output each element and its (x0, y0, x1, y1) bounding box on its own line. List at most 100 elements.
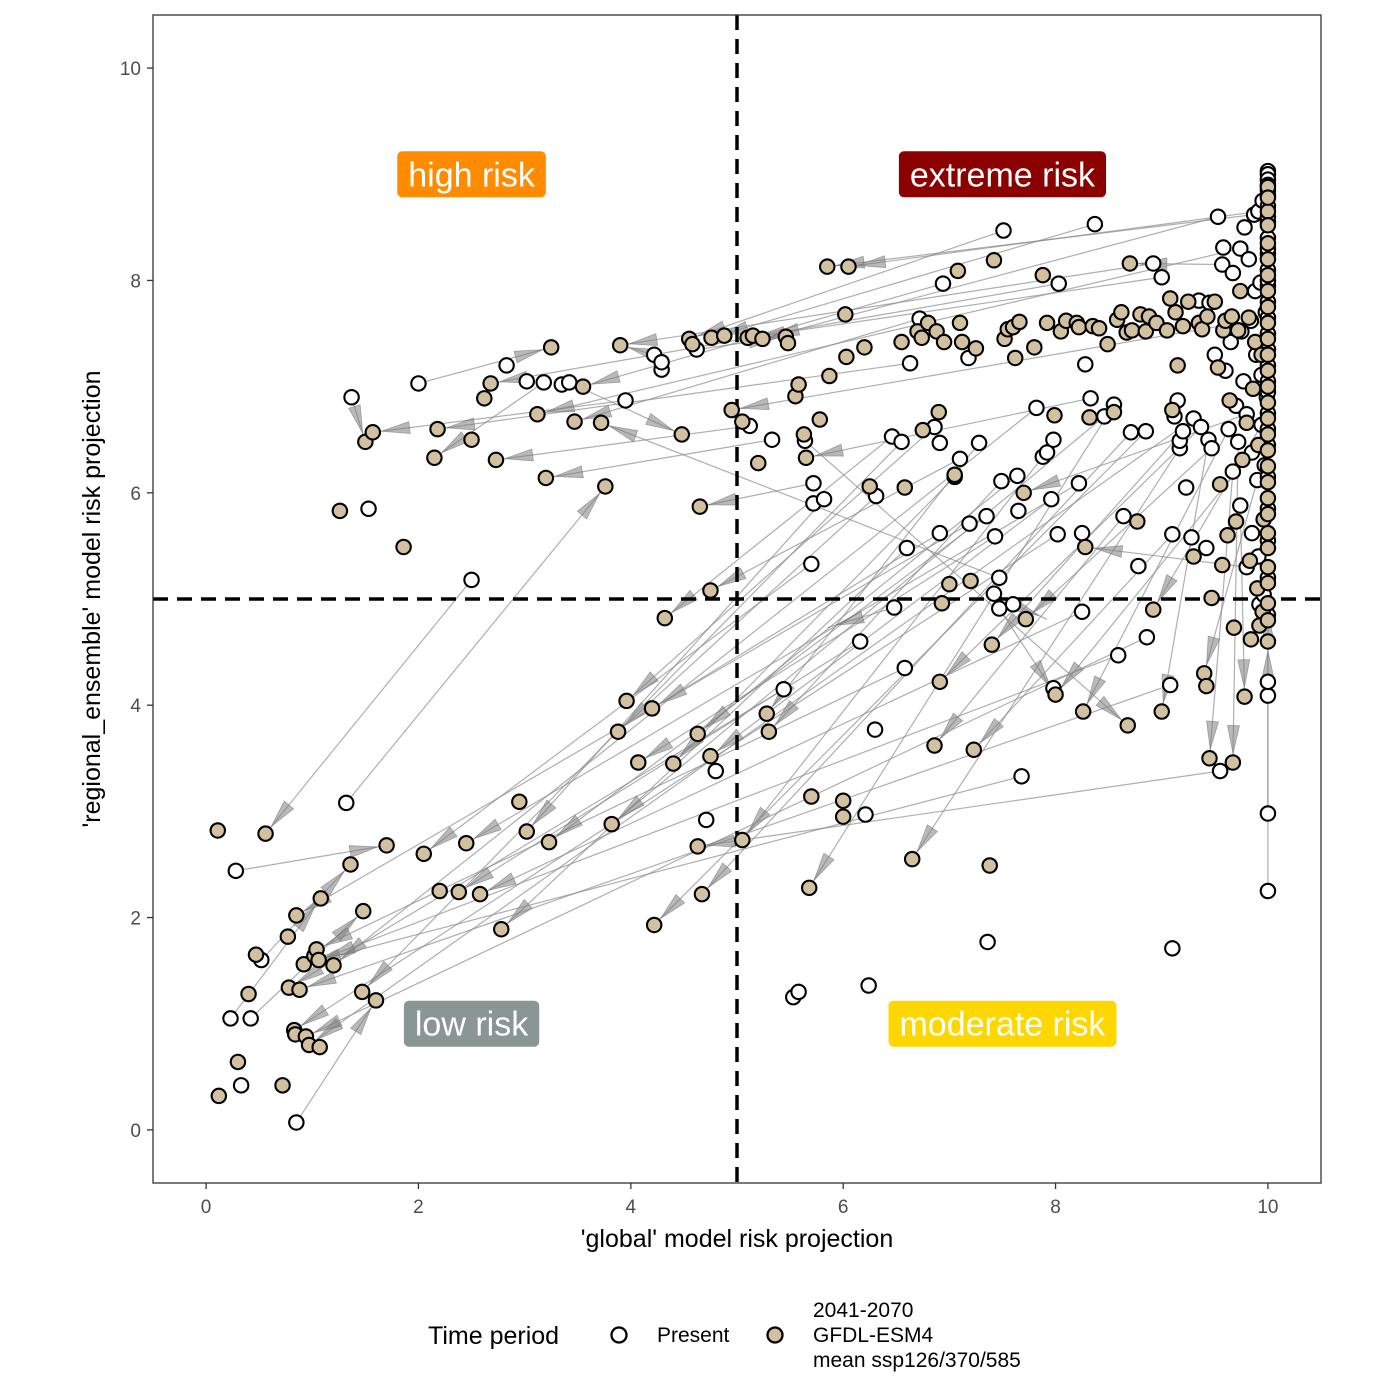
arrow-head (466, 866, 494, 888)
point-future (592, 414, 610, 431)
point-future (1137, 323, 1155, 340)
point-future (1185, 548, 1202, 565)
arrow-shaft (637, 535, 996, 764)
change-arrow (651, 532, 941, 709)
point-future (933, 594, 951, 612)
point-future (537, 469, 555, 487)
point-present (653, 353, 670, 371)
point-future (518, 823, 536, 840)
y-tick-label: 4 (130, 696, 141, 717)
point-future (1242, 631, 1260, 648)
point-present (931, 434, 949, 452)
arrow-shaft (939, 426, 1202, 683)
quadrant-label-box (403, 1000, 540, 1047)
point-present (1164, 525, 1181, 543)
change-arrow (1226, 441, 1240, 763)
point-future (840, 258, 857, 275)
point-present (1010, 502, 1027, 520)
arrow-head (1206, 720, 1220, 750)
point-present (986, 528, 1004, 545)
point-future (1259, 378, 1277, 395)
point-future (967, 340, 985, 357)
change-arrow (418, 346, 552, 385)
point-future (962, 572, 979, 590)
change-arrow (637, 535, 996, 764)
point-future (1121, 255, 1139, 272)
point-future (926, 737, 943, 754)
point-future (257, 825, 274, 842)
point-future (463, 431, 480, 448)
point-present (1130, 557, 1147, 575)
point-future (903, 850, 921, 868)
y-axis-title: 'regional_ensemble' model risk projectio… (78, 370, 106, 827)
point-present (1211, 762, 1229, 780)
legend-label-future-line3: mean ssp126/370/585 (813, 1349, 1021, 1372)
point-future (1105, 403, 1123, 421)
arrow-head (555, 814, 583, 838)
point-future (311, 1038, 328, 1056)
point-future (779, 334, 797, 352)
arrow-head (1237, 659, 1251, 688)
point-future (951, 314, 969, 332)
quadrant-label-text: extreme risk (910, 156, 1096, 194)
change-arrow (345, 486, 606, 804)
point-present (498, 357, 515, 374)
point-future (985, 252, 1003, 269)
arrow-head (532, 799, 557, 826)
quadrant-label-text: low risk (415, 1006, 529, 1044)
arrow-head (740, 397, 770, 411)
point-present (851, 633, 869, 650)
point-future (645, 916, 663, 934)
change-arrow (1025, 447, 1213, 620)
point-present (1203, 439, 1220, 457)
point-future (288, 907, 305, 924)
x-tick-label: 2 (413, 1197, 424, 1218)
point-present (790, 983, 807, 1001)
arrow-shaft (689, 229, 1004, 340)
point-future (1259, 298, 1277, 316)
point-present (860, 977, 877, 994)
point-future (566, 413, 583, 430)
point-present (1224, 264, 1242, 282)
point-present (1177, 479, 1195, 496)
point-future (914, 421, 932, 439)
arrow-head (704, 705, 731, 729)
point-present (410, 375, 427, 392)
point-future (367, 992, 385, 1009)
change-arrow (372, 399, 626, 435)
point-future (693, 885, 711, 903)
point-future (603, 815, 620, 833)
point-present (1183, 529, 1200, 546)
point-present (979, 933, 996, 951)
point-future (1224, 754, 1242, 771)
point-present (1259, 687, 1277, 704)
point-present (1070, 475, 1088, 492)
point-future (834, 792, 852, 809)
arrow-shaft (296, 523, 970, 916)
point-present (232, 1077, 250, 1094)
point-future (1203, 589, 1220, 607)
point-future (838, 348, 855, 366)
point-future (946, 466, 963, 484)
point-present (857, 806, 874, 823)
point-future (1240, 309, 1258, 326)
point-present (535, 374, 552, 391)
arrow-head (504, 448, 534, 462)
x-axis: 0 2 4 6 8 10 (201, 1183, 1278, 1218)
point-future (734, 831, 751, 849)
point-future (821, 367, 838, 385)
point-future (689, 838, 706, 855)
arrow-shaft (458, 640, 861, 893)
point-present (1138, 628, 1156, 646)
arrow-head (645, 737, 674, 759)
point-future (1259, 203, 1277, 220)
point-future (965, 741, 983, 759)
point-future (229, 1053, 247, 1071)
quadrant-label: high risk (397, 151, 546, 198)
point-present (222, 1010, 239, 1027)
arrow-shaft (345, 486, 606, 804)
point-present (970, 434, 988, 452)
arrow-shaft (465, 482, 1080, 844)
point-future (913, 329, 931, 347)
y-tick-label: 10 (120, 59, 141, 80)
